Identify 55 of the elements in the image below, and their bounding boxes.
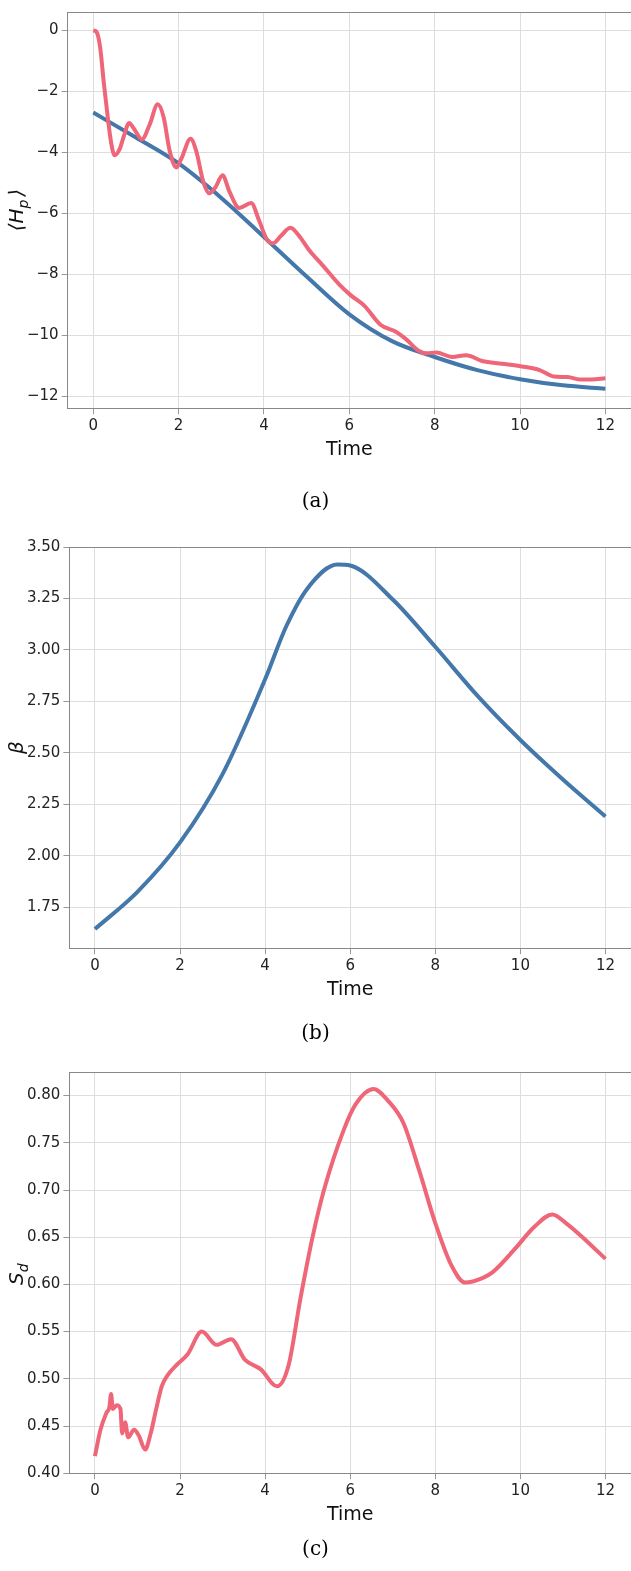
y-tick-label: 3.50 (26, 536, 61, 555)
y-tick-label: −2 (36, 81, 59, 100)
x-tick-label: 10 (510, 1481, 530, 1500)
y-axis-title: β (4, 740, 29, 755)
x-tick-label: 12 (595, 1481, 616, 1500)
y-tick-label: −4 (36, 142, 59, 161)
x-tick-label: 6 (345, 956, 355, 975)
y-tick-label: 2.25 (26, 794, 61, 813)
y-tick-label: 0.55 (26, 1321, 61, 1340)
y-tick-label: 0.70 (26, 1179, 61, 1198)
y-tick-label: 0.80 (26, 1085, 61, 1104)
y-tick-label: 2.00 (26, 845, 61, 864)
x-tick-label: 4 (259, 416, 269, 435)
y-tick-label: 2.75 (26, 691, 61, 710)
line-series (91, 28, 608, 382)
x-tick-label: 12 (595, 416, 615, 435)
x-tick-label: 4 (260, 956, 270, 975)
y-tick-label: 1.75 (26, 896, 61, 915)
x-tick-label: 0 (90, 1481, 100, 1500)
x-tick-label: 2 (173, 416, 184, 435)
y-tick-label: 0 (49, 20, 59, 39)
y-tick-label: 0.40 (26, 1463, 61, 1482)
x-tick-label: 0 (88, 416, 99, 435)
x-tick-label: 4 (260, 1481, 270, 1500)
x-tick-label: 10 (510, 956, 530, 975)
text: (a) (300, 487, 331, 514)
x-tick-label: 6 (345, 1481, 355, 1500)
x-axis-title: Time (325, 436, 373, 459)
y-tick-label: 2.50 (26, 742, 61, 761)
y-tick-label: 0.65 (26, 1227, 61, 1246)
x-axis-title: Time (325, 976, 374, 999)
x-tick-label: 2 (175, 956, 185, 975)
y-tick-label: −10 (27, 324, 59, 343)
x-tick-label: 2 (175, 1481, 185, 1500)
x-tick-label: 8 (430, 956, 441, 975)
y-tick-label: 3.00 (26, 639, 61, 658)
y-tick-label: −8 (36, 263, 59, 282)
y-tick-label: 0.45 (26, 1415, 61, 1434)
y-tick-label: −12 (27, 385, 59, 404)
x-tick-label: 6 (344, 416, 355, 435)
x-tick-label: 8 (430, 1481, 441, 1500)
text: (b) (300, 1019, 331, 1046)
y-tick-label: 0.50 (26, 1368, 61, 1387)
y-axis-title: ⟨Hp⟩ (4, 188, 31, 232)
text: (c) (301, 1535, 330, 1562)
line-series (92, 562, 608, 932)
x-tick-label: 12 (595, 956, 616, 975)
y-tick-label: 3.25 (26, 588, 61, 607)
x-axis-title: Time (325, 1501, 374, 1524)
y-tick-label: 0.75 (26, 1132, 61, 1151)
y-tick-label: −6 (36, 203, 59, 222)
x-tick-label: 0 (90, 956, 100, 975)
x-tick-label: 10 (510, 416, 530, 435)
line-series (92, 1086, 608, 1459)
x-tick-label: 8 (429, 416, 440, 435)
